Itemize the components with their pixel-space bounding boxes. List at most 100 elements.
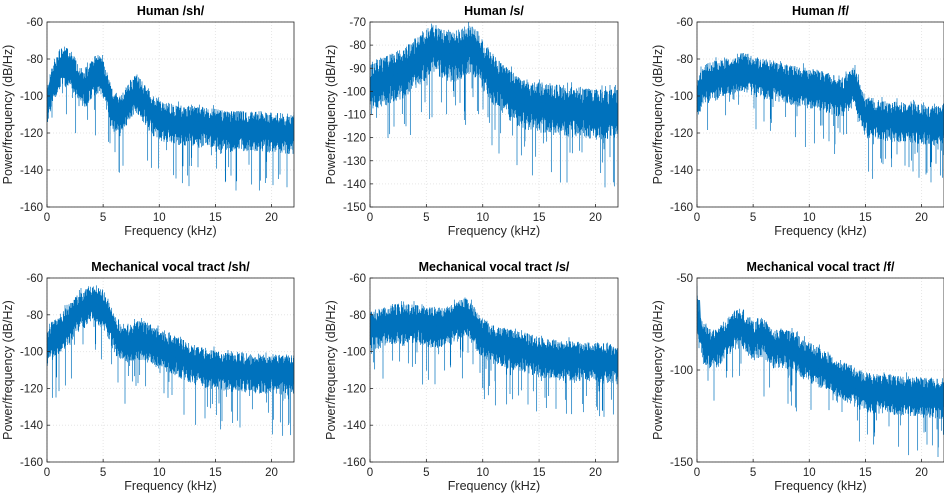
data-point — [802, 83, 805, 87]
data-point — [841, 94, 845, 98]
y-tick-label: -80 — [26, 54, 43, 66]
y-axis-label: Power/frequency (dB/Hz) — [324, 300, 338, 440]
data-point — [107, 317, 110, 320]
y-tick-label: -100 — [20, 347, 43, 359]
x-axis-label: Frequency (kHz) — [448, 479, 540, 493]
data-point — [763, 335, 766, 339]
data-point — [735, 326, 738, 329]
data-point — [180, 122, 183, 125]
data-point — [85, 304, 88, 307]
x-tick-label: 20 — [265, 467, 278, 479]
data-point — [57, 68, 60, 72]
data-point — [408, 64, 411, 68]
data-point — [909, 392, 912, 396]
data-point — [191, 361, 195, 364]
data-point — [729, 330, 732, 333]
data-point — [757, 333, 760, 337]
data-point — [864, 389, 867, 392]
data-point — [729, 72, 732, 76]
data-point — [96, 70, 99, 74]
y-axis-label: Power/frequency (dB/Hz) — [1, 300, 15, 440]
data-point — [396, 71, 400, 75]
data-point — [470, 43, 473, 47]
data-point — [847, 89, 850, 92]
x-tick-label: 15 — [859, 212, 872, 224]
data-point — [430, 324, 434, 328]
data-point — [413, 320, 417, 324]
y-axis-label: Power/frequency (dB/Hz) — [651, 300, 665, 440]
data-point — [537, 354, 541, 357]
data-point — [447, 322, 451, 326]
data-point — [560, 357, 563, 361]
data-point — [492, 76, 496, 79]
data-point — [113, 109, 116, 113]
y-tick-label: -120 — [670, 128, 693, 140]
data-point — [68, 65, 71, 68]
data-point — [740, 324, 744, 328]
data-point — [886, 118, 890, 122]
data-point — [385, 322, 389, 326]
data-point — [697, 322, 700, 326]
data-point — [113, 332, 116, 335]
spectrum-noise — [370, 22, 618, 188]
data-point — [515, 97, 518, 100]
y-tick-label: -140 — [343, 179, 366, 191]
x-tick-label: 5 — [750, 212, 756, 224]
panel-5: 0 5 10 15 20 -160 -140 -120 -100 -80 -60 Mechanical… — [324, 260, 619, 493]
data-point — [712, 78, 716, 81]
y-tick-label: -60 — [26, 273, 43, 285]
data-point — [582, 108, 586, 112]
data-point — [549, 106, 552, 109]
data-point — [481, 335, 484, 339]
data-point — [385, 76, 389, 79]
data-point — [425, 322, 428, 326]
y-tick-label: -100 — [343, 86, 366, 98]
spectrum-noise — [697, 285, 944, 458]
data-point — [214, 126, 217, 129]
x-tick-label: 5 — [100, 467, 106, 479]
x-tick-label: 0 — [367, 212, 373, 224]
data-point — [270, 129, 273, 133]
data-point — [118, 339, 122, 342]
x-tick-label: 10 — [476, 467, 489, 479]
data-point — [768, 343, 772, 346]
x-tick-label: 0 — [44, 212, 50, 224]
x-tick-label: 0 — [694, 467, 700, 479]
panel-title: Human /f/ — [792, 4, 849, 18]
panel-2: 0 5 10 15 20 -150 -140 -130 -120 -110 -100 -90 -80 -7… — [324, 4, 619, 238]
data-point — [180, 355, 183, 359]
data-point — [281, 372, 284, 375]
y-tick-label: -140 — [343, 420, 366, 432]
panel-title: Human /sh/ — [137, 4, 205, 18]
data-point — [442, 50, 445, 54]
data-point — [124, 105, 127, 109]
x-axis-label: Frequency (kHz) — [448, 224, 540, 238]
data-point — [436, 46, 439, 49]
y-tick-label: -120 — [20, 128, 43, 140]
x-tick-label: 20 — [589, 467, 602, 479]
data-point — [152, 113, 155, 116]
x-tick-label: 10 — [803, 212, 816, 224]
y-tick-label: -100 — [20, 91, 43, 103]
x-axis-label: Frequency (kHz) — [124, 479, 216, 493]
data-point — [62, 63, 66, 66]
data-point — [931, 394, 934, 397]
data-point — [453, 53, 456, 56]
data-point — [130, 94, 133, 98]
data-point — [852, 383, 856, 386]
y-tick-label: -140 — [20, 420, 43, 432]
data-point — [419, 320, 422, 324]
data-point — [841, 378, 845, 381]
data-point — [79, 83, 82, 87]
spectrum-series — [47, 46, 294, 191]
data-point — [830, 370, 833, 374]
y-axis-label: Power/frequency (dB/Hz) — [1, 45, 15, 185]
x-tick-label: 15 — [209, 212, 222, 224]
data-point — [751, 72, 755, 76]
axes-box — [696, 21, 944, 208]
data-point — [718, 76, 721, 79]
y-tick-label: -150 — [670, 457, 693, 469]
spectrum-noise — [370, 297, 618, 417]
data-point — [68, 320, 71, 324]
data-point — [402, 320, 406, 324]
